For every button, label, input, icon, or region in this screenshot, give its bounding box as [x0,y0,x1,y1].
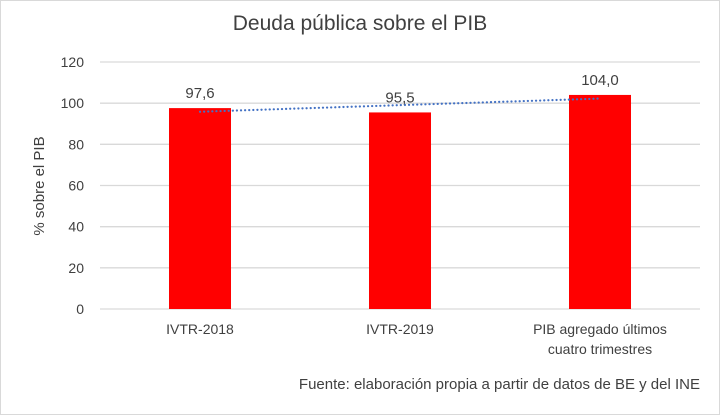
y-tick-label: 60 [68,178,84,194]
y-tick-label: 20 [68,260,84,276]
y-axis-label: % sobre el PIB [31,136,48,235]
y-tick-label: 40 [68,219,84,235]
bar [169,108,231,310]
x-tick-label: PIB agregado últimos [533,321,667,337]
data-label: 95,5 [385,89,414,106]
x-tick-label: IVTR-2018 [166,321,234,337]
trendline [198,97,602,113]
y-tick-label: 80 [68,136,84,152]
y-tick-label: 0 [76,301,84,317]
source-note: Fuente: elaboración propia a partir de d… [299,376,700,393]
y-tick-label: 100 [61,95,85,111]
data-label: 97,6 [185,85,214,102]
bar [369,112,431,309]
y-tick-label: 120 [61,54,85,70]
bar [569,94,631,309]
chart-title: Deuda pública sobre el PIB [233,12,488,35]
x-tick-label: cuatro trimestres [548,341,652,357]
x-tick-label: IVTR-2019 [366,321,434,337]
data-label: 104,0 [581,72,619,89]
